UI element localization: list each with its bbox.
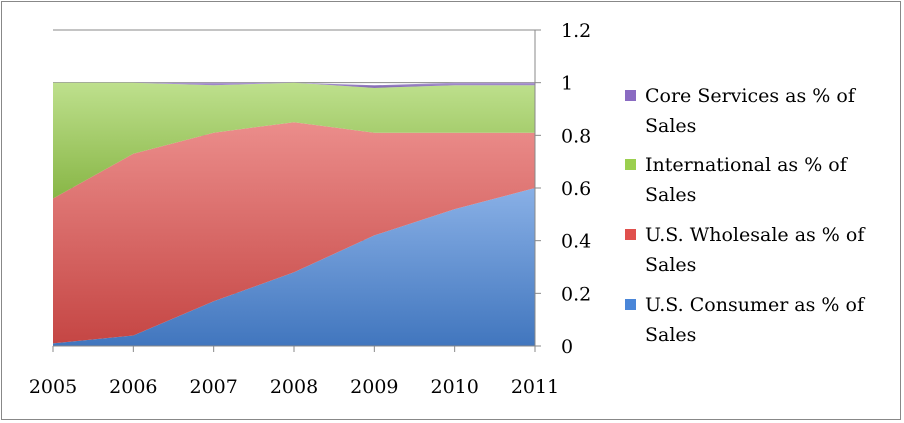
x-tick-label: 2007 — [189, 376, 237, 398]
legend-label-line2: Sales — [645, 115, 696, 137]
x-tick-labels: 2005 2006 2007 2008 2009 2010 2011 — [29, 376, 559, 398]
x-tick-label: 2009 — [350, 376, 398, 398]
x-tick-label: 2011 — [511, 376, 559, 398]
legend-label: U.S. Consumer as % of — [645, 294, 866, 316]
axes — [52, 29, 541, 352]
legend: Core Services as % of Sales International … — [625, 85, 866, 346]
y-tick-label: 0.2 — [561, 283, 591, 305]
legend-label: U.S. Wholesale as % of — [645, 224, 866, 246]
y-tick-label: 0.8 — [561, 125, 591, 147]
x-tick-label: 2005 — [29, 376, 77, 398]
area-3 — [53, 82, 535, 199]
legend-label-line2: Sales — [645, 254, 696, 276]
legend-label: International as % of — [645, 154, 849, 176]
y-tick-labels: 0 0.2 0.4 0.6 0.8 1 1.2 — [561, 20, 591, 358]
area-1 — [53, 188, 535, 346]
y-tick-label: 1.2 — [561, 20, 591, 42]
y-tick-label: 0.4 — [561, 231, 591, 253]
x-tick-label: 2010 — [430, 376, 478, 398]
area-4 — [53, 82, 535, 88]
y-tick-label: 0.6 — [561, 178, 591, 200]
legend-swatch — [625, 90, 636, 101]
legend-label: Core Services as % of — [645, 85, 857, 107]
legend-label-line2: Sales — [645, 324, 696, 346]
x-tick-label: 2006 — [109, 376, 157, 398]
legend-swatch — [625, 229, 636, 240]
legend-swatch — [625, 159, 636, 170]
y-tick-label: 0 — [561, 336, 573, 358]
y-tick-label: 1 — [561, 73, 573, 95]
area-2 — [53, 122, 535, 344]
x-tick-label: 2008 — [270, 376, 318, 398]
legend-label-line2: Sales — [645, 184, 696, 206]
legend-swatch — [625, 299, 636, 310]
area-series — [53, 82, 535, 346]
